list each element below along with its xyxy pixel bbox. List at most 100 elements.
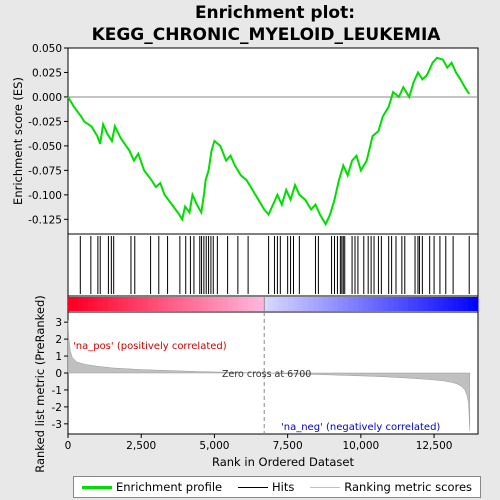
colorbar-cell [233,297,239,311]
ranking-metric-area [67,320,471,431]
colorbar-cell [278,297,284,311]
colorbar-cell [283,297,289,311]
metric-y-tick-label: -1 [52,385,62,397]
colorbar-cell [108,297,114,311]
colorbar-cell [318,297,324,311]
colorbar-cell [103,297,109,311]
rank-x-tick-label: 2,500 [126,440,156,452]
colorbar-cell [113,297,119,311]
colorbar-cell [393,297,399,311]
legend-item-profile: Enrichment profile [81,480,223,494]
colorbar-cell [373,297,379,311]
colorbar-cell [313,297,319,311]
colorbar-cell [403,297,409,311]
colorbar-cell [178,297,184,311]
rank-x-tick-label: 5,000 [199,440,229,452]
colorbar-cell [333,297,339,311]
colorbar-cell [208,297,214,311]
colorbar-cell [118,297,124,311]
hit-marks [79,236,470,294]
colorbar-cell [328,297,334,311]
colorbar-cell [78,297,84,311]
colorbar-cell [123,297,129,311]
colorbar-cell [148,297,154,311]
colorbar-cell [298,297,304,311]
es-y-axis: -0.125 -0.100 -0.075 -0.050 -0.025 0.000 0.025… [28,43,68,226]
colorbar-cell [388,297,394,311]
colorbar-cell [138,297,144,311]
colorbar-cell [188,297,194,311]
colorbar-cell [473,297,479,311]
colorbar-cell [223,297,229,311]
colorbar-cell [183,297,189,311]
colorbar-cell [133,297,139,311]
es-y-tick-label: -0.050 [28,141,62,153]
colorbar-cell [88,297,94,311]
colorbar-cell [163,297,169,311]
legend-label-metric: Ranking metric scores [344,480,473,494]
colorbar-cell [383,297,389,311]
es-y-tick-label: -0.125 [28,214,62,226]
colorbar-cell [128,297,134,311]
colorbar-cell [168,297,174,311]
colorbar-cell [378,297,384,311]
es-y-tick-label: 0.000 [32,92,62,104]
rank-x-axis: 0 2,500 5,000 7,500 10,000 12,500 [65,434,452,452]
colorbar-cell [323,297,329,311]
metric-y-tick-label: -2 [52,402,62,414]
colorbar-cell [213,297,219,311]
chart-title-line2: KEGG_CHRONIC_MYELOID_LEUKEMIA [92,25,442,45]
es-y-tick-label: -0.075 [28,165,62,177]
colorbar-cell [268,297,274,311]
metric-y-tick-label: 0 [55,368,62,380]
colorbar-cell [98,297,104,311]
colorbar-cell [338,297,344,311]
es-panel: -0.125 -0.100 -0.075 -0.050 -0.025 0.000 0.025… [28,43,479,235]
rank-x-tick-label: 10,000 [342,440,379,452]
es-y-axis-label: Enrichment score (ES) [11,77,25,205]
es-y-tick-label: -0.025 [28,116,62,128]
colorbar-cell [368,297,374,311]
colorbar-cell [433,297,439,311]
colorbar-cell [413,297,419,311]
colorbar-cell [288,297,294,311]
neg-correlated-label: 'na_neg' (negatively correlated) [281,422,440,433]
colorbar-cell [468,297,474,311]
colorbar-cell [228,297,234,311]
colorbar-cell [343,297,349,311]
legend-label-profile: Enrichment profile [115,480,223,494]
colorbar-cell [203,297,209,311]
legend-swatch-hits [238,486,269,488]
legend-swatch-metric [310,486,341,488]
x-axis-label: Rank in Ordered Dataset [212,455,355,469]
colorbar-cell [438,297,444,311]
colorbar-cell [443,297,449,311]
colorbar-cell [303,297,309,311]
colorbar-cell [243,297,249,311]
enrichment-profile-line [67,56,471,227]
rank-colorbar [67,295,479,313]
metric-y-axis: -3 -2 -1 0 1 2 3 [52,317,68,431]
colorbar-cell [73,297,79,311]
metric-y-tick-label: -3 [52,419,62,431]
legend-label-hits: Hits [272,480,295,494]
metric-y-tick-label: 1 [55,351,62,363]
colorbar-cell [83,297,89,311]
rank-x-tick-label: 0 [65,440,72,452]
colorbar-cell [408,297,414,311]
metric-y-axis-label: Ranked list metric (PreRanked) [33,295,47,473]
colorbar-cell [193,297,199,311]
colorbar-cell [158,297,164,311]
colorbar-cell [173,297,179,311]
colorbar-cell [418,297,424,311]
legend-swatch-profile [81,485,112,489]
colorbar-cell [363,297,369,311]
es-y-tick-label: 0.050 [32,43,62,55]
colorbar-cell [293,297,299,311]
metric-y-tick-label: 3 [55,317,62,329]
es-y-tick-label: -0.100 [28,190,62,202]
chart-title-line1: Enrichment plot: [195,3,355,23]
colorbar-cell [93,297,99,311]
